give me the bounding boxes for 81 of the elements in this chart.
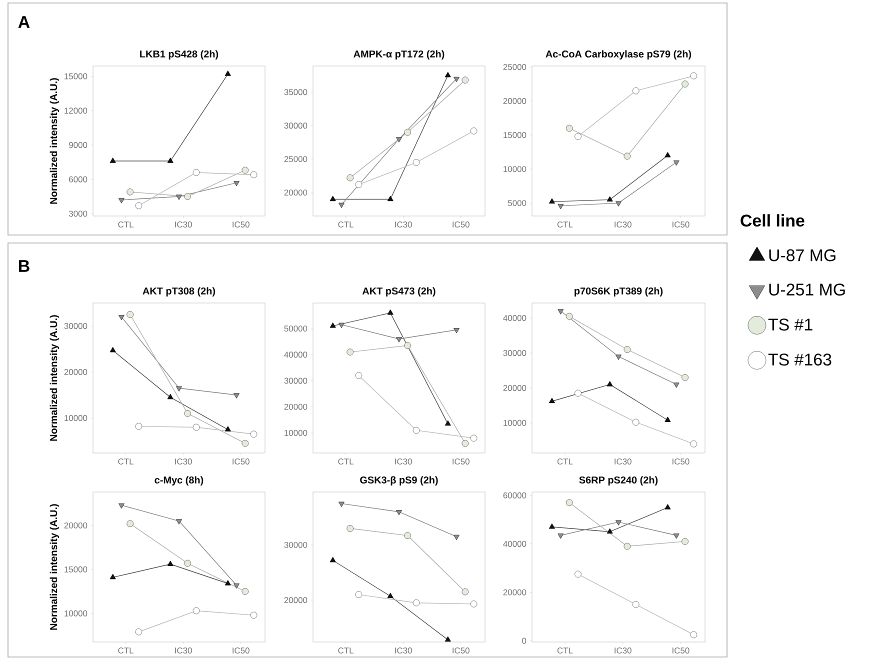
x-tick-label: IC30 [395,458,412,465]
y-tick-label: 20000 [284,597,308,604]
chart-title: Ac-CoA Carboxylase pS79 (2h) [546,50,692,60]
x-tick-label: IC50 [232,222,250,228]
y-tick-label: 3000 [68,210,88,217]
y-tick-label: 15000 [504,132,526,138]
x-tick-label: CTL [557,458,573,465]
x-tick-label: IC30 [614,222,632,228]
y-tick-label: 10000 [504,420,526,426]
y-tick-label: 20000 [503,98,526,104]
y-tick-label: 10000 [284,430,308,436]
x-tick-label: CTL [557,222,573,228]
y-tick-label: 25000 [503,64,526,70]
x-tick-label: CTL [338,648,354,654]
y-tick-label: 60000 [503,492,526,498]
y-tick-label: 30000 [503,350,526,356]
legend-label: TS #1 [768,318,812,331]
y-tick-label: 12000 [64,108,88,114]
y-tick-label: 30000 [284,542,308,548]
y-tick-label: 50000 [284,326,308,332]
chart-title: AKT pT308 (2h) [142,287,216,296]
chart-title: LKB1 pS428 (2h) [140,50,218,60]
y-tick-label: 10000 [504,166,526,172]
x-tick-label: IC50 [452,222,470,228]
chart-title: c-Myc (8h) [154,476,204,486]
y-tick-label: 40000 [284,352,308,358]
x-tick-label: IC50 [232,648,250,654]
y-tick-label: 5000 [508,200,526,206]
x-tick-label: IC30 [395,222,412,228]
chart-title: AMPK-α pT172 (2h) [354,50,444,60]
x-tick-label: CTL [338,458,354,465]
x-tick-label: IC30 [614,648,632,654]
x-tick-label: CTL [118,648,134,654]
legend-title: Cell line [740,214,804,227]
y-tick-label: 20000 [503,384,526,391]
x-tick-label: IC30 [395,648,412,654]
y-tick-label: 15000 [64,73,88,80]
y-tick-label: 40000 [503,315,526,322]
x-tick-label: IC30 [175,648,192,654]
x-tick-label: CTL [338,222,354,228]
y-tick-label: 35000 [284,89,308,96]
chart-title: p70S6K pT389 (2h) [574,287,663,296]
x-tick-label: IC50 [452,458,470,465]
x-tick-label: IC50 [672,648,690,654]
x-tick-label: IC30 [614,458,632,465]
legend-label: U-87 MG [769,249,836,262]
y-tick-label: 30000 [284,378,308,384]
x-tick-label: IC50 [672,222,690,228]
y-tick-label: 30000 [284,122,308,129]
y-tick-label: 9000 [69,142,88,148]
y-tick-label: 6000 [69,176,88,182]
legend-label: TS #163 [768,354,832,366]
chart-title: GSK3-β pS9 (2h) [360,476,438,486]
x-tick-label: CTL [118,458,134,465]
y-tick-label: 20000 [284,404,308,410]
chart-title: S6RP pS240 (2h) [579,476,658,486]
x-tick-label: IC50 [232,458,250,465]
x-tick-label: IC50 [672,458,690,465]
y-tick-label: 20000 [284,190,308,196]
x-tick-label: CTL [557,648,573,654]
text: B [19,260,30,272]
chart-title: AKT pS473 (2h) [362,287,436,296]
y-axis-title: Normalized intensity (A.U.) [50,504,60,630]
y-tick-label: 20000 [64,369,88,376]
y-tick-label: 30000 [64,323,88,329]
y-axis-title: Normalized intensity (A.U.) [50,78,60,204]
y-tick-label: 10000 [64,610,88,616]
y-tick-label: 20000 [64,522,88,528]
y-tick-label: 10000 [64,415,88,422]
legend-label: U-251 MG [769,284,845,296]
x-tick-label: IC30 [175,458,192,465]
y-tick-label: 20000 [503,589,526,596]
x-tick-label: CTL [118,222,134,228]
y-tick-label: 40000 [503,540,526,547]
x-tick-label: IC30 [175,222,192,228]
y-axis-title: Normalized intensity (A.U.) [50,315,60,441]
y-tick-label: 0 [522,638,526,644]
y-tick-label: 25000 [284,156,308,162]
text: A [18,16,30,28]
y-tick-label: 15000 [64,566,88,572]
x-tick-label: IC50 [452,648,470,654]
